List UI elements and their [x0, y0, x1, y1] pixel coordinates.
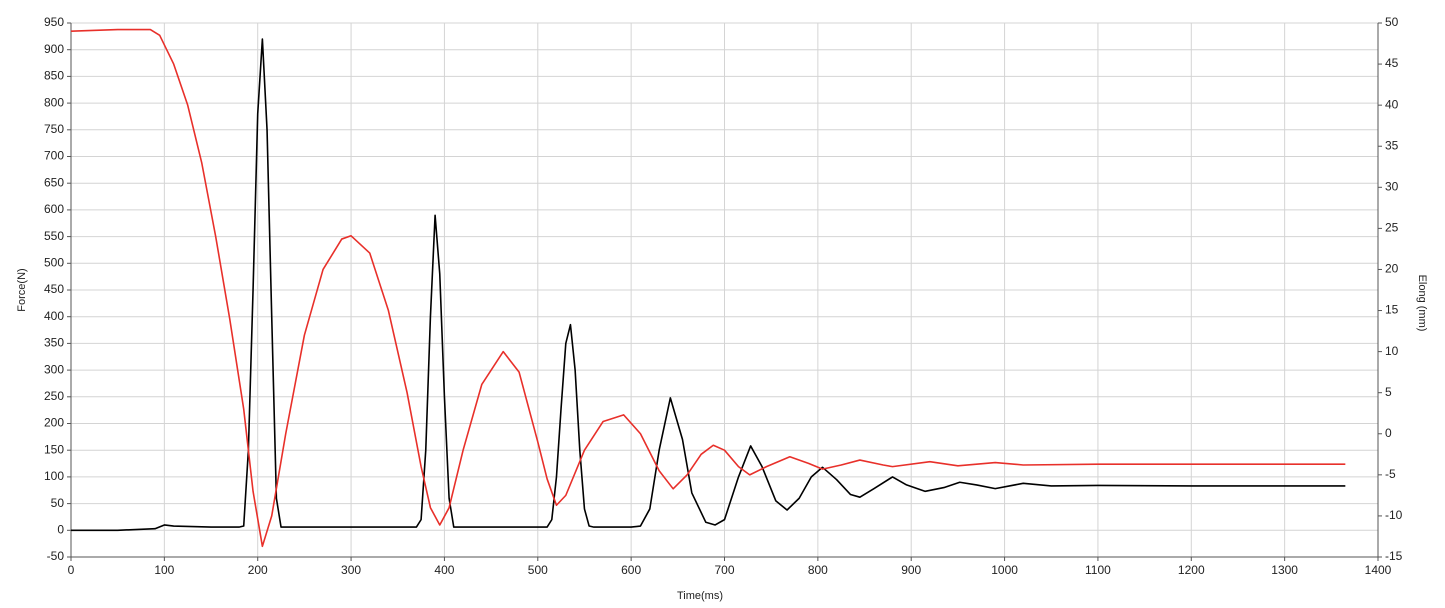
- x-tick-label: 300: [341, 563, 361, 577]
- y-tick-label: 550: [44, 229, 64, 243]
- y-tick-label: 0: [57, 522, 64, 536]
- y-tick-label: 900: [44, 42, 64, 56]
- y-tick-label: 100: [44, 469, 64, 483]
- y2-tick-label: 15: [1385, 303, 1399, 317]
- y2-tick-label: 50: [1385, 15, 1399, 29]
- y2-axis-label: Elong (mm): [1416, 275, 1428, 332]
- y-tick-label: 300: [44, 362, 64, 376]
- y2-tick-label: 35: [1385, 138, 1399, 152]
- y2-tick-label: -15: [1385, 549, 1403, 563]
- x-tick-label: 200: [248, 563, 268, 577]
- y-tick-label: 50: [51, 496, 65, 510]
- x-tick-label: 0: [68, 563, 75, 577]
- x-tick-label: 500: [528, 563, 548, 577]
- x-tick-label: 400: [434, 563, 454, 577]
- y-tick-label: 700: [44, 149, 64, 163]
- y2-tick-label: 5: [1385, 385, 1392, 399]
- y-tick-label: 400: [44, 309, 64, 323]
- x-axis-label: Time(ms): [677, 590, 723, 602]
- y-tick-label: 800: [44, 95, 64, 109]
- x-tick-label: 800: [808, 563, 828, 577]
- y-tick-label: 750: [44, 122, 64, 136]
- y-tick-label: 350: [44, 336, 64, 350]
- y-tick-label: 250: [44, 389, 64, 403]
- y-tick-label: 650: [44, 175, 64, 189]
- x-tick-label: 900: [901, 563, 921, 577]
- y2-tick-label: 30: [1385, 179, 1399, 193]
- series-line: [71, 38, 1346, 532]
- y-axis-label: Force(N): [16, 268, 28, 311]
- y-tick-label: 600: [44, 202, 64, 216]
- y-tick-label: 950: [44, 15, 64, 29]
- x-tick-label: 600: [621, 563, 641, 577]
- x-tick-label: 1000: [991, 563, 1018, 577]
- y2-tick-label: -5: [1385, 467, 1396, 481]
- y-tick-label: 450: [44, 282, 64, 296]
- x-tick-label: 700: [714, 563, 734, 577]
- y-tick-label: 150: [44, 442, 64, 456]
- y-tick-label: 500: [44, 255, 64, 269]
- y2-tick-label: 0: [1385, 426, 1392, 440]
- y-tick-label: -50: [47, 549, 65, 563]
- x-tick-label: 1200: [1178, 563, 1205, 577]
- y2-tick-label: -10: [1385, 508, 1403, 522]
- y2-tick-label: 10: [1385, 344, 1399, 358]
- x-tick-label: 100: [154, 563, 174, 577]
- y2-tick-label: 40: [1385, 97, 1399, 111]
- y-tick-label: 850: [44, 69, 64, 83]
- y2-tick-label: 45: [1385, 56, 1399, 70]
- x-tick-label: 1300: [1271, 563, 1298, 577]
- y-tick-label: 200: [44, 416, 64, 430]
- x-tick-label: 1100: [1085, 563, 1111, 577]
- series-line: [70, 28, 1346, 548]
- x-tick-label: 1400: [1365, 563, 1392, 577]
- y2-tick-label: 20: [1385, 262, 1399, 276]
- y2-tick-label: 25: [1385, 221, 1399, 235]
